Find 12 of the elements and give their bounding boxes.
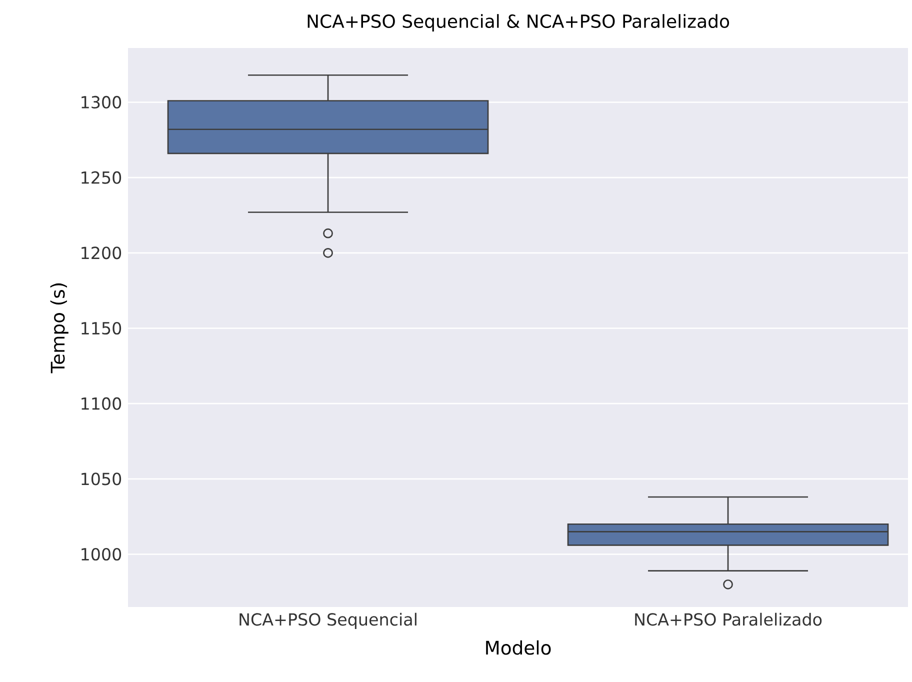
x-axis-title: Modelo bbox=[486, 640, 551, 655]
y-tick-label: 1300 bbox=[82, 96, 122, 109]
y-tick-label: 1250 bbox=[82, 171, 122, 184]
chart-title: NCA+PSO Sequencial & NCA+PSO Paralelizado bbox=[308, 14, 730, 32]
y-tick-label: 1050 bbox=[82, 472, 122, 486]
y-axis-title: Tempo (s) bbox=[50, 283, 68, 374]
x-tick-label: NCA+PSO Paralelizado bbox=[635, 612, 822, 626]
y-tick-label: 1200 bbox=[82, 246, 122, 260]
y-tick-label: 1000 bbox=[82, 548, 122, 561]
x-tick-label: NCA+PSO Sequencial bbox=[240, 612, 416, 629]
y-tick-label: 1100 bbox=[82, 397, 122, 410]
y-tick-label: 1150 bbox=[82, 322, 122, 335]
